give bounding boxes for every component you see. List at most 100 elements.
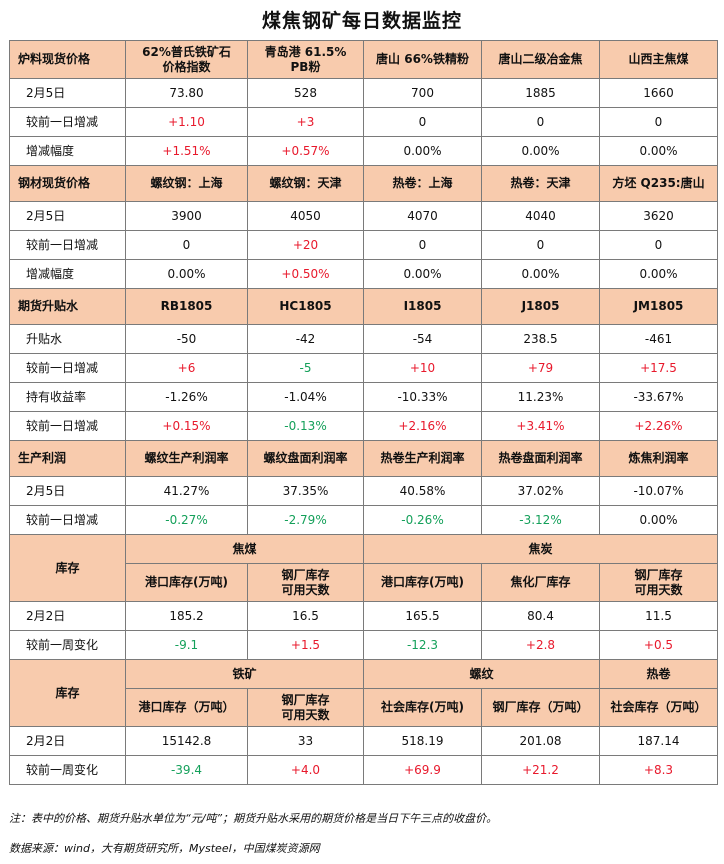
header-cell: 库存 bbox=[9, 659, 126, 727]
data-source: 数据来源：wind，大有期货研究所，Mysteel，中国煤炭资源网 bbox=[9, 842, 320, 855]
cell: -50 bbox=[125, 324, 248, 354]
header-cell: 热卷盘面利润率 bbox=[481, 440, 600, 477]
cell: +21.2 bbox=[481, 755, 600, 785]
cell: 40.58% bbox=[363, 476, 482, 506]
header-cell: 热卷生产利润率 bbox=[363, 440, 482, 477]
cell: 41.27% bbox=[125, 476, 248, 506]
page-title: 煤焦钢矿每日数据监控 bbox=[261, 10, 462, 32]
row-label: 2月2日 bbox=[9, 601, 126, 631]
section-subheader-inventory-steel: 港口库存（万吨） 钢厂库存 可用天数 社会库存(万吨) 钢厂库存（万吨） 社会库… bbox=[10, 688, 718, 727]
cell: 37.02% bbox=[481, 476, 600, 506]
cell: 518.19 bbox=[363, 726, 482, 756]
cell: -10.33% bbox=[363, 382, 482, 412]
cell: 165.5 bbox=[363, 601, 482, 631]
cell: 1660 bbox=[599, 78, 718, 108]
header-cell: I1805 bbox=[363, 288, 482, 325]
cell: 0 bbox=[481, 107, 600, 137]
cell: 528 bbox=[247, 78, 364, 108]
group-header: 螺纹 bbox=[363, 659, 600, 689]
header-cell: 钢厂库存（万吨） bbox=[481, 688, 600, 727]
cell: 185.2 bbox=[125, 601, 248, 631]
row-label: 较前一日增减 bbox=[9, 107, 126, 137]
cell: 187.14 bbox=[599, 726, 718, 756]
header-cell: 港口库存（万吨） bbox=[125, 688, 248, 727]
header-cell: 焦化厂库存 bbox=[481, 563, 600, 602]
cell: +6 bbox=[125, 353, 248, 383]
cell: +0.57% bbox=[247, 136, 364, 166]
header-cell: 螺纹钢：天津 bbox=[247, 165, 364, 202]
cell: +8.3 bbox=[599, 755, 718, 785]
header-cell: 热卷：天津 bbox=[481, 165, 600, 202]
cell: 37.35% bbox=[247, 476, 364, 506]
cell: 0.00% bbox=[599, 505, 718, 535]
header-cell: 期货升贴水 bbox=[9, 288, 126, 325]
cell: 15142.8 bbox=[125, 726, 248, 756]
section-header-steel-spot: 钢材现货价格 螺纹钢：上海 螺纹钢：天津 热卷：上海 热卷：天津 方坯 Q235… bbox=[9, 165, 718, 202]
cell: 238.5 bbox=[481, 324, 600, 354]
cell: +0.50% bbox=[247, 259, 364, 289]
cell: 3620 bbox=[599, 201, 718, 231]
header-cell: 社会库存（万吨） bbox=[599, 688, 718, 727]
header-cell: 唐山二级冶金焦 bbox=[481, 40, 600, 79]
cell: +20 bbox=[247, 230, 364, 260]
cell: 80.4 bbox=[481, 601, 600, 631]
cell: 0.00% bbox=[481, 259, 600, 289]
table-row: 较前一日增减 +0.15% -0.13% +2.16% +3.41% +2.26… bbox=[9, 411, 718, 441]
table-row: 较前一周变化 -39.4 +4.0 +69.9 +21.2 +8.3 bbox=[9, 755, 718, 785]
cell: -33.67% bbox=[599, 382, 718, 412]
cell: -12.3 bbox=[363, 630, 482, 660]
table-row: 升贴水 -50 -42 -54 238.5 -461 bbox=[9, 324, 718, 354]
row-label: 2月2日 bbox=[9, 726, 126, 756]
header-cell: JM1805 bbox=[599, 288, 718, 325]
header-cell: 62%普氏铁矿石 价格指数 bbox=[125, 40, 248, 79]
row-label: 升贴水 bbox=[9, 324, 126, 354]
cell: +1.51% bbox=[125, 136, 248, 166]
cell: +79 bbox=[481, 353, 600, 383]
cell: 4070 bbox=[363, 201, 482, 231]
cell: -0.26% bbox=[363, 505, 482, 535]
cell: +2.26% bbox=[599, 411, 718, 441]
cell: 700 bbox=[363, 78, 482, 108]
row-label: 较前一日增减 bbox=[9, 411, 126, 441]
header-cell: 库存 bbox=[9, 534, 126, 602]
header-cell: 山西主焦煤 bbox=[599, 40, 718, 79]
header-cell: 炼焦利润率 bbox=[599, 440, 718, 477]
table-row: 增减幅度 0.00% +0.50% 0.00% 0.00% 0.00% bbox=[9, 259, 718, 289]
cell: 0.00% bbox=[599, 136, 718, 166]
group-header: 铁矿 bbox=[125, 659, 364, 689]
cell: 0.00% bbox=[125, 259, 248, 289]
header-cell: 钢材现货价格 bbox=[9, 165, 126, 202]
header-cell: 港口库存(万吨) bbox=[125, 563, 248, 602]
cell: -1.04% bbox=[247, 382, 364, 412]
table-row: 2月2日 15142.8 33 518.19 201.08 187.14 bbox=[9, 726, 718, 756]
table-row: 2月2日 185.2 16.5 165.5 80.4 11.5 bbox=[9, 601, 718, 631]
table-row: 较前一日增减 +6 -5 +10 +79 +17.5 bbox=[9, 353, 718, 383]
cell: +3.41% bbox=[481, 411, 600, 441]
cell: 33 bbox=[247, 726, 364, 756]
cell: 1885 bbox=[481, 78, 600, 108]
header-cell: J1805 bbox=[481, 288, 600, 325]
cell: +4.0 bbox=[247, 755, 364, 785]
cell: +2.16% bbox=[363, 411, 482, 441]
header-cell: 炉料现货价格 bbox=[9, 40, 126, 79]
footnote: 注：表中的价格、期货升贴水单位为“元/吨”；期货升贴水采用的期货价格是当日下午三… bbox=[9, 812, 498, 825]
header-cell: 螺纹钢：上海 bbox=[125, 165, 248, 202]
cell: 4040 bbox=[481, 201, 600, 231]
cell: -42 bbox=[247, 324, 364, 354]
table-row: 较前一日增减 -0.27% -2.79% -0.26% -3.12% 0.00% bbox=[9, 505, 718, 535]
row-label: 2月5日 bbox=[9, 78, 126, 108]
row-label: 较前一日增减 bbox=[9, 230, 126, 260]
row-label: 增减幅度 bbox=[9, 259, 126, 289]
row-label: 2月5日 bbox=[9, 476, 126, 506]
header-cell: 方坯 Q235:唐山 bbox=[599, 165, 718, 202]
cell: 3900 bbox=[125, 201, 248, 231]
row-label: 较前一周变化 bbox=[9, 630, 126, 660]
header-cell: 社会库存(万吨) bbox=[363, 688, 482, 727]
section-header-inventory-steel: 库存 铁矿 螺纹 热卷 bbox=[9, 659, 718, 727]
cell: +1.5 bbox=[247, 630, 364, 660]
cell: -3.12% bbox=[481, 505, 600, 535]
cell: -10.07% bbox=[599, 476, 718, 506]
cell: 11.5 bbox=[599, 601, 718, 631]
table-row: 2月5日 3900 4050 4070 4040 3620 bbox=[9, 201, 718, 231]
header-cell: 钢厂库存 可用天数 bbox=[247, 688, 364, 727]
